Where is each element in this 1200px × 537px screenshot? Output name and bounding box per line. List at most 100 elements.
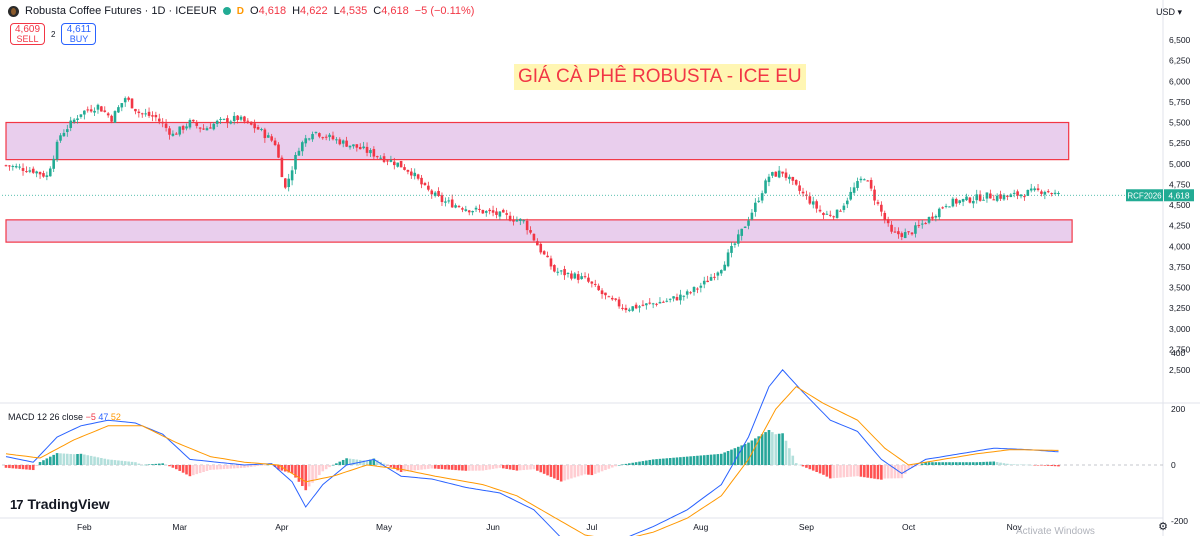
candle[interactable] — [614, 298, 617, 300]
candle[interactable] — [106, 113, 110, 116]
candle[interactable] — [570, 273, 573, 279]
candle[interactable] — [897, 231, 900, 235]
candle[interactable] — [423, 183, 427, 186]
candle[interactable] — [839, 210, 842, 212]
candle[interactable] — [900, 233, 904, 237]
candle[interactable] — [791, 176, 795, 181]
candle[interactable] — [951, 198, 955, 207]
candle[interactable] — [631, 306, 635, 311]
candle[interactable] — [491, 210, 495, 213]
candle[interactable] — [1040, 191, 1043, 194]
candle[interactable] — [542, 251, 546, 255]
candle[interactable] — [328, 134, 331, 138]
candle[interactable] — [934, 215, 938, 218]
candle[interactable] — [243, 116, 246, 122]
candle[interactable] — [178, 126, 182, 135]
candle[interactable] — [447, 200, 451, 202]
candle[interactable] — [794, 179, 798, 185]
candle[interactable] — [76, 118, 79, 120]
candle[interactable] — [467, 210, 471, 213]
candle[interactable] — [137, 111, 141, 114]
candle[interactable] — [335, 139, 338, 141]
candle[interactable] — [427, 185, 430, 190]
candle[interactable] — [21, 168, 25, 171]
candle[interactable] — [188, 120, 192, 128]
candle[interactable] — [345, 140, 348, 147]
candle[interactable] — [304, 138, 308, 144]
candle[interactable] — [392, 161, 396, 166]
candle[interactable] — [154, 114, 158, 118]
candle[interactable] — [232, 115, 236, 122]
candle[interactable] — [733, 243, 737, 245]
candle[interactable] — [600, 290, 604, 295]
candle[interactable] — [389, 160, 393, 162]
candle[interactable] — [256, 127, 260, 130]
candle[interactable] — [648, 302, 652, 304]
candle[interactable] — [617, 299, 621, 307]
candle[interactable] — [110, 115, 113, 122]
candle[interactable] — [944, 205, 948, 207]
candle[interactable] — [754, 202, 757, 212]
candle[interactable] — [123, 98, 127, 103]
candle[interactable] — [386, 160, 389, 162]
candle[interactable] — [982, 199, 985, 201]
candle[interactable] — [14, 166, 18, 168]
candle[interactable] — [355, 144, 359, 148]
candle[interactable] — [624, 307, 628, 311]
candle[interactable] — [696, 288, 699, 290]
candle[interactable] — [590, 281, 594, 284]
candle[interactable] — [937, 208, 941, 218]
candle[interactable] — [559, 270, 563, 272]
candle[interactable] — [811, 201, 815, 205]
candle[interactable] — [576, 274, 580, 280]
tradingview-logo[interactable]: 17 TradingView — [10, 496, 110, 512]
candle[interactable] — [481, 209, 485, 214]
candle[interactable] — [747, 220, 750, 226]
candle[interactable] — [580, 276, 583, 280]
candle[interactable] — [508, 215, 512, 221]
candle[interactable] — [229, 121, 233, 124]
symbol-title[interactable]: Robusta Coffee Futures · 1D · ICEEUR — [25, 5, 217, 17]
candle[interactable] — [958, 200, 961, 204]
candle[interactable] — [532, 233, 536, 241]
candle[interactable] — [399, 160, 403, 168]
candle[interactable] — [675, 297, 679, 301]
candle[interactable] — [273, 140, 277, 146]
candle[interactable] — [519, 218, 522, 222]
candle[interactable] — [665, 300, 669, 302]
candle[interactable] — [842, 205, 846, 210]
candle[interactable] — [852, 187, 856, 193]
candle[interactable] — [1033, 188, 1036, 191]
candle[interactable] — [249, 121, 253, 125]
candle[interactable] — [294, 154, 297, 170]
candle[interactable] — [679, 294, 682, 301]
candle[interactable] — [757, 200, 761, 202]
candle[interactable] — [440, 195, 444, 203]
candle[interactable] — [995, 195, 999, 201]
candle[interactable] — [604, 292, 607, 296]
candle[interactable] — [157, 118, 161, 122]
candle[interactable] — [171, 133, 175, 136]
candle[interactable] — [781, 171, 784, 174]
candle[interactable] — [430, 190, 434, 195]
candle[interactable] — [341, 140, 345, 144]
candle[interactable] — [716, 272, 720, 276]
candle[interactable] — [283, 178, 287, 188]
candle[interactable] — [638, 306, 641, 308]
candle[interactable] — [215, 120, 219, 124]
candle[interactable] — [62, 132, 66, 137]
candle[interactable] — [655, 303, 658, 305]
candle[interactable] — [587, 277, 590, 282]
candle[interactable] — [1029, 188, 1033, 191]
candle[interactable] — [358, 147, 362, 150]
candle[interactable] — [86, 109, 90, 111]
candle[interactable] — [181, 125, 185, 130]
candle[interactable] — [117, 107, 120, 113]
candle[interactable] — [1012, 192, 1016, 194]
candle[interactable] — [59, 135, 62, 141]
gear-icon[interactable]: ⚙ — [1158, 521, 1168, 533]
candle[interactable] — [730, 245, 733, 253]
candle[interactable] — [321, 137, 325, 139]
candle[interactable] — [202, 128, 205, 130]
candle[interactable] — [719, 270, 723, 274]
